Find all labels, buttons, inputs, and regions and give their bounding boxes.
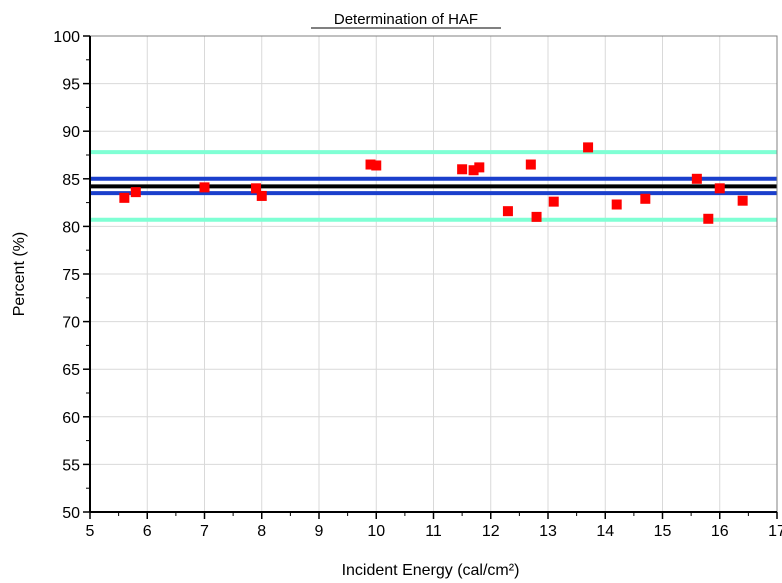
data-point (611, 199, 622, 210)
x-tick-label: 13 (539, 523, 557, 540)
x-tick-label: 16 (711, 523, 729, 540)
data-point (737, 195, 748, 206)
y-tick-label: 50 (62, 505, 80, 522)
grid (89, 35, 778, 513)
data-point (251, 183, 262, 194)
data-point (199, 182, 210, 193)
data-point (468, 165, 479, 176)
y-axis-title: Percent (%) (11, 232, 28, 316)
axes: 5 6 7 8 9 10 11 12 13 14 15 16 17 50 55 60 65 70 75 80 85 90 9… (53, 29, 782, 540)
data-point (365, 159, 376, 170)
y-tick-label: 95 (62, 77, 80, 94)
y-tick-label: 55 (62, 457, 80, 474)
data-point (130, 187, 141, 198)
reference-lines (90, 150, 777, 222)
y-tick-label: 90 (62, 124, 80, 141)
data-point (119, 192, 130, 203)
data-points (119, 142, 748, 224)
data-point (714, 183, 725, 194)
data-point (531, 211, 542, 222)
data-point (548, 196, 559, 207)
x-tick-label: 7 (200, 523, 209, 540)
x-tick-label: 12 (482, 523, 500, 540)
y-tick-label: 75 (62, 267, 80, 284)
x-tick-label: 6 (143, 523, 152, 540)
data-point (525, 159, 536, 170)
x-tick-label: 15 (654, 523, 672, 540)
y-tick-label: 65 (62, 362, 80, 379)
y-tick-label: 80 (62, 219, 80, 236)
y-tick-label: 60 (62, 410, 80, 427)
chart-title: Determination of HAF (334, 11, 478, 28)
data-point (371, 160, 382, 171)
data-point (256, 190, 267, 201)
data-point (703, 213, 714, 224)
data-point (474, 162, 485, 173)
y-tick-label: 85 (62, 172, 80, 189)
y-tick-label: 70 (62, 315, 80, 332)
y-tick-label: 100 (53, 29, 80, 46)
data-point (691, 173, 702, 184)
x-tick-label: 9 (315, 523, 324, 540)
x-tick-label: 5 (86, 523, 95, 540)
x-tick-label: 8 (257, 523, 266, 540)
x-tick-label: 17 (768, 523, 782, 540)
data-point (502, 206, 513, 217)
x-tick-label: 10 (367, 523, 385, 540)
x-axis-title: Incident Energy (cal/cm²) (342, 562, 520, 579)
x-tick-label: 14 (596, 523, 614, 540)
data-point (640, 193, 651, 204)
data-point (457, 164, 468, 175)
data-point (583, 142, 594, 153)
x-tick-label: 11 (425, 523, 442, 540)
